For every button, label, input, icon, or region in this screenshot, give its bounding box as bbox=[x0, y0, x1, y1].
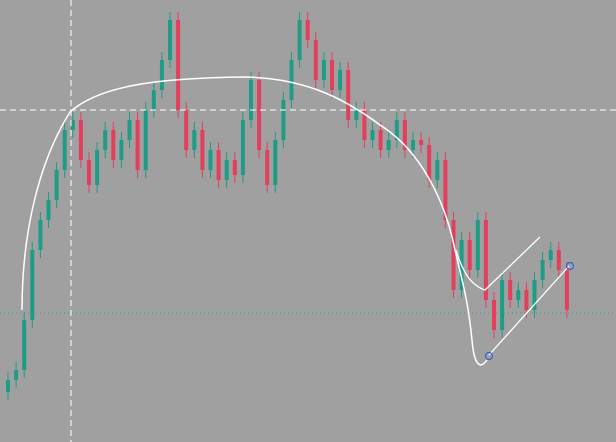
cup-curve bbox=[21, 76, 488, 366]
candles bbox=[6, 12, 569, 400]
candle-body bbox=[475, 220, 480, 270]
channel-upper bbox=[455, 236, 541, 291]
candle-body bbox=[321, 60, 326, 80]
candle-body bbox=[524, 290, 529, 310]
candle-body bbox=[402, 120, 407, 150]
candle-body bbox=[330, 60, 334, 90]
candle-body bbox=[540, 260, 545, 280]
candle-body bbox=[354, 110, 359, 120]
candle-body bbox=[143, 110, 148, 170]
candle-body bbox=[386, 140, 391, 150]
candle-body bbox=[192, 130, 197, 150]
candle-body bbox=[443, 160, 448, 220]
candle-body bbox=[95, 150, 100, 185]
candle-body bbox=[70, 120, 75, 130]
candle-body bbox=[370, 130, 375, 140]
candle-body bbox=[200, 130, 205, 170]
candle-body bbox=[556, 250, 561, 270]
candle-body bbox=[265, 150, 270, 185]
candle-body bbox=[427, 145, 432, 180]
candle-body bbox=[159, 60, 164, 90]
candle-body bbox=[46, 200, 51, 220]
candle-body bbox=[135, 120, 140, 170]
candle-body bbox=[62, 130, 67, 170]
candle-body bbox=[184, 110, 189, 150]
candle-body bbox=[305, 20, 310, 40]
candle-body bbox=[508, 280, 513, 300]
candle-body bbox=[419, 140, 424, 145]
candle-body bbox=[216, 150, 221, 180]
candle-body bbox=[281, 100, 286, 140]
candle-body bbox=[313, 40, 318, 80]
candle-body bbox=[483, 220, 488, 300]
candle-body bbox=[14, 370, 19, 380]
candle-body bbox=[30, 250, 35, 320]
candle-body bbox=[208, 150, 213, 170]
candle-body bbox=[532, 280, 537, 310]
candle-body bbox=[394, 120, 399, 140]
candle-body bbox=[78, 120, 83, 160]
candle-body bbox=[564, 270, 569, 310]
candle-body bbox=[176, 20, 181, 110]
candle-body bbox=[22, 320, 27, 370]
candle-body bbox=[500, 280, 505, 330]
anchor-point[interactable] bbox=[565, 261, 575, 271]
candle-body bbox=[103, 130, 108, 150]
candle-body bbox=[151, 90, 156, 110]
candle-body bbox=[289, 60, 294, 100]
candle-body bbox=[362, 110, 367, 140]
candle-body bbox=[435, 160, 440, 180]
candle-body bbox=[297, 20, 302, 60]
candle-body bbox=[232, 160, 237, 175]
channel-lower bbox=[488, 265, 570, 356]
candle-body bbox=[411, 140, 415, 150]
candle-body bbox=[249, 80, 253, 120]
candle-body bbox=[346, 70, 351, 120]
candle-body bbox=[38, 220, 43, 250]
candle-body bbox=[273, 140, 278, 185]
candle-body bbox=[451, 220, 456, 290]
candle-body bbox=[548, 250, 553, 260]
candle-body bbox=[168, 20, 172, 60]
candle-body bbox=[127, 120, 132, 140]
candle-body bbox=[467, 240, 472, 270]
candle-body bbox=[224, 160, 229, 180]
candle-body bbox=[54, 170, 59, 200]
candle-body bbox=[338, 70, 343, 90]
candle-body bbox=[257, 80, 262, 150]
candle-body bbox=[492, 300, 496, 330]
candle-body bbox=[516, 290, 521, 300]
candle-body bbox=[119, 140, 124, 160]
anchor-point[interactable] bbox=[484, 351, 494, 361]
candle-body bbox=[240, 120, 245, 175]
candle-body bbox=[87, 160, 91, 185]
candle-body bbox=[378, 130, 383, 150]
candle-body bbox=[111, 130, 116, 160]
candle-body bbox=[6, 380, 10, 392]
